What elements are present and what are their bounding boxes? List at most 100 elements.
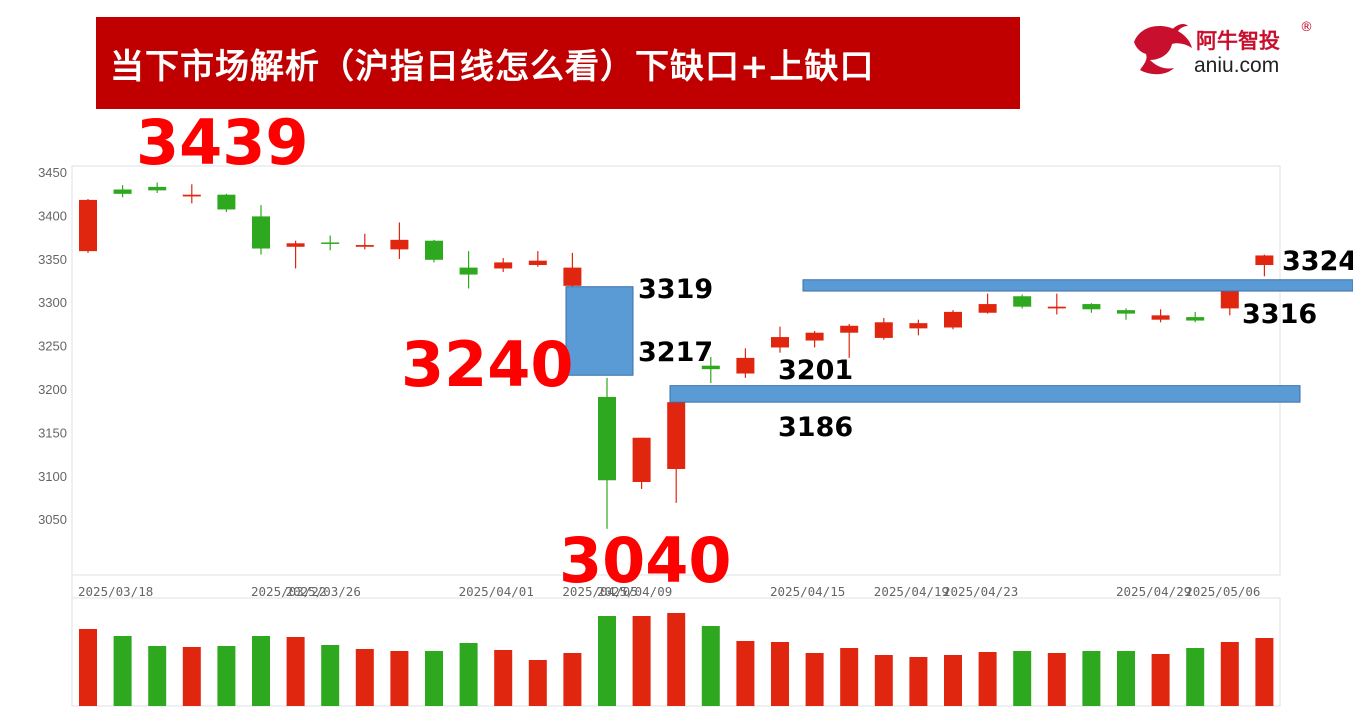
candle-body [978, 304, 997, 313]
candle-body [113, 189, 132, 194]
candle-body [494, 262, 513, 269]
title-banner: 当下市场解析（沪指日线怎么看）下缺口+上缺口 [96, 17, 1020, 109]
candle [390, 222, 409, 259]
candle-body [1151, 315, 1170, 320]
volume-bar [598, 616, 616, 706]
volume-bar [1047, 653, 1066, 706]
candle-body [148, 186, 167, 191]
volume-bar [1220, 642, 1239, 706]
upper-gap-right-label: 3324 [1282, 246, 1353, 277]
x-tick-label: 2025/03/26 [286, 584, 361, 599]
volume-bar [944, 655, 962, 706]
candle-body [598, 396, 616, 481]
volume-bar [874, 655, 893, 706]
candle-body [874, 322, 893, 338]
volume-bar [805, 653, 824, 706]
volume-bar [459, 643, 478, 706]
volume-bar [771, 642, 789, 706]
candle [1117, 308, 1135, 320]
volume-bar [217, 646, 236, 706]
candle [598, 377, 616, 529]
candle-body [459, 267, 478, 275]
candle [494, 258, 513, 272]
y-tick-label: 3350 [38, 252, 67, 267]
candle [286, 240, 305, 269]
volume-bar [148, 646, 167, 706]
candle-body [321, 242, 340, 244]
y-tick-label: 3200 [38, 382, 67, 397]
volume-bar [909, 657, 928, 706]
candle [736, 348, 755, 378]
volume-bar [1186, 648, 1205, 706]
volume-bars [79, 613, 1274, 706]
x-tick-label: 2025/05/06 [1185, 584, 1260, 599]
candle [79, 199, 97, 253]
candle-body [182, 194, 201, 197]
logo-domain: aniu.com [1194, 54, 1280, 77]
volume-bar [321, 645, 340, 706]
volume-bar [736, 641, 755, 706]
volume-bar [355, 649, 374, 706]
volume-bar [1013, 651, 1032, 706]
candle-body [79, 199, 97, 252]
x-tick-label: 2025/04/09 [597, 584, 672, 599]
candle-body [701, 365, 720, 370]
candle-body [944, 311, 962, 328]
upper-gap-low-label: 3316 [1242, 299, 1317, 330]
candle [1220, 287, 1239, 316]
candles [79, 182, 1274, 529]
candle [528, 251, 547, 267]
y-tick-label: 3150 [38, 425, 67, 440]
candle [632, 437, 651, 489]
candle-body [771, 337, 789, 348]
candle [771, 326, 789, 353]
candle-body [1186, 317, 1205, 321]
volume-bar [840, 648, 859, 706]
candle-body [736, 357, 755, 374]
candle-body [286, 243, 305, 247]
candle [840, 324, 859, 358]
x-tick-label: 2025/03/18 [78, 584, 153, 599]
candle [217, 193, 236, 213]
annotation-labels: 3439 3240 3040 3319 3217 3324 3316 3201 3186 [136, 106, 1353, 597]
candle [1013, 294, 1032, 309]
candle [355, 233, 374, 250]
candle-body [1117, 310, 1135, 314]
candle-body [390, 239, 409, 250]
x-tick-label: 2025/04/15 [770, 584, 845, 599]
volume-bar [528, 660, 547, 706]
volume-bar [390, 651, 409, 706]
candle-body [909, 323, 928, 329]
chart-frame [71, 165, 1281, 707]
candle-body [632, 437, 651, 483]
volume-bar [563, 653, 582, 706]
candle-body [355, 245, 374, 247]
candle-body [840, 325, 859, 333]
candle-body [563, 267, 582, 286]
y-tick-label: 3250 [38, 339, 67, 354]
y-axis: 3450 3400 3350 3300 3250 3200 3150 3100 3050 [38, 165, 67, 527]
gap-box-down [565, 286, 634, 376]
volume-bar [252, 636, 270, 706]
page-title: 当下市场解析（沪指日线怎么看）下缺口+上缺口 [110, 47, 875, 87]
volume-bar [79, 629, 97, 706]
gap-box-up_upper [802, 279, 1353, 292]
candle-body [425, 240, 443, 260]
candle-body [217, 194, 236, 210]
candle-body [252, 216, 270, 249]
gap-box-up_lower [669, 385, 1301, 403]
candle [148, 182, 167, 193]
volume-bar [494, 650, 513, 706]
candle [252, 205, 270, 255]
y-tick-label: 3300 [38, 295, 67, 310]
gap-mid-price-label: 3240 [401, 328, 574, 401]
candle [1047, 293, 1066, 315]
volume-bar [701, 626, 720, 706]
candle [1151, 309, 1170, 323]
y-tick-label: 3100 [38, 469, 67, 484]
volume-bar [1255, 638, 1274, 706]
volume-bar [1082, 651, 1101, 706]
volume-bar [1117, 651, 1135, 706]
candle-body [667, 402, 686, 469]
